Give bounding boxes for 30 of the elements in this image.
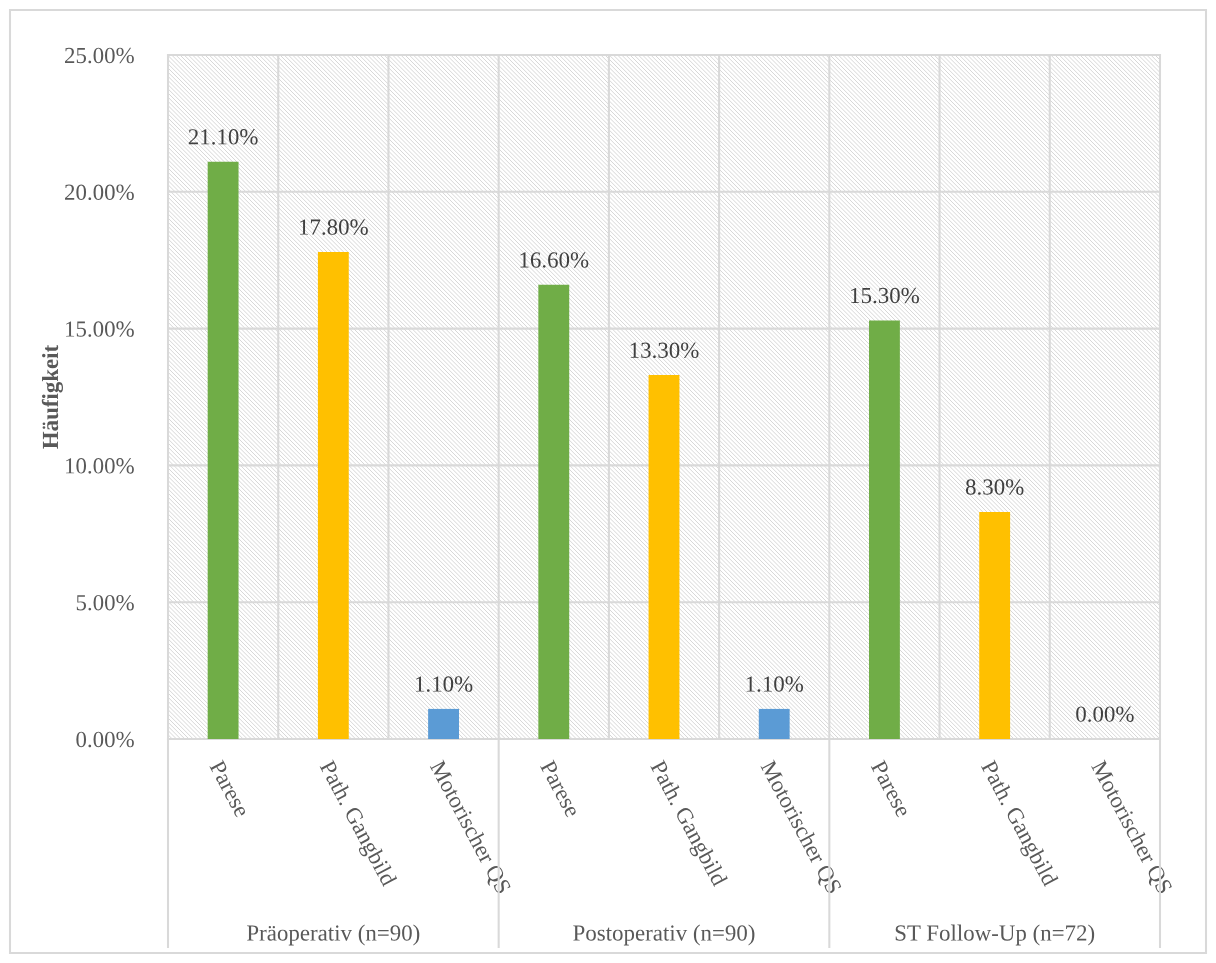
text: Präoperativ (n=90) [247,924,420,946]
y-axis-title: Häufigkeit [41,344,63,449]
bar [317,251,349,739]
data-label: 13.30% [630,342,699,359]
bar [538,284,570,739]
y-tick-label: 25.00% [65,47,134,64]
bar [869,320,900,739]
data-label: 1.10% [415,676,473,692]
data-label: 21.10% [188,129,258,145]
data-label: 0.00% [1076,706,1134,722]
x-tick-label: Parese [209,759,251,819]
text: ST Follow-Up (n=72) [895,924,1095,946]
bar [979,511,1011,739]
bar [428,708,459,739]
data-label: 8.30% [965,479,1024,495]
y-tick-label: 15.00% [66,321,134,337]
x-tick-label: Parese [870,759,912,819]
data-label: 17.80% [300,219,368,235]
data-label: 16.60% [520,252,589,268]
text: Postoperativ (n=90) [573,924,755,946]
bar [648,375,680,739]
data-label: 15.30% [851,287,919,304]
bar [758,708,790,739]
y-tick-label: 0.00% [76,731,134,748]
x-tick-label: Parese [539,759,581,819]
y-tick-label: 10.00% [66,458,134,474]
y-tick-label: 20.00% [65,184,134,201]
data-label: 1.10% [746,676,804,692]
bar [207,161,239,739]
y-tick-label: 5.00% [76,594,134,611]
